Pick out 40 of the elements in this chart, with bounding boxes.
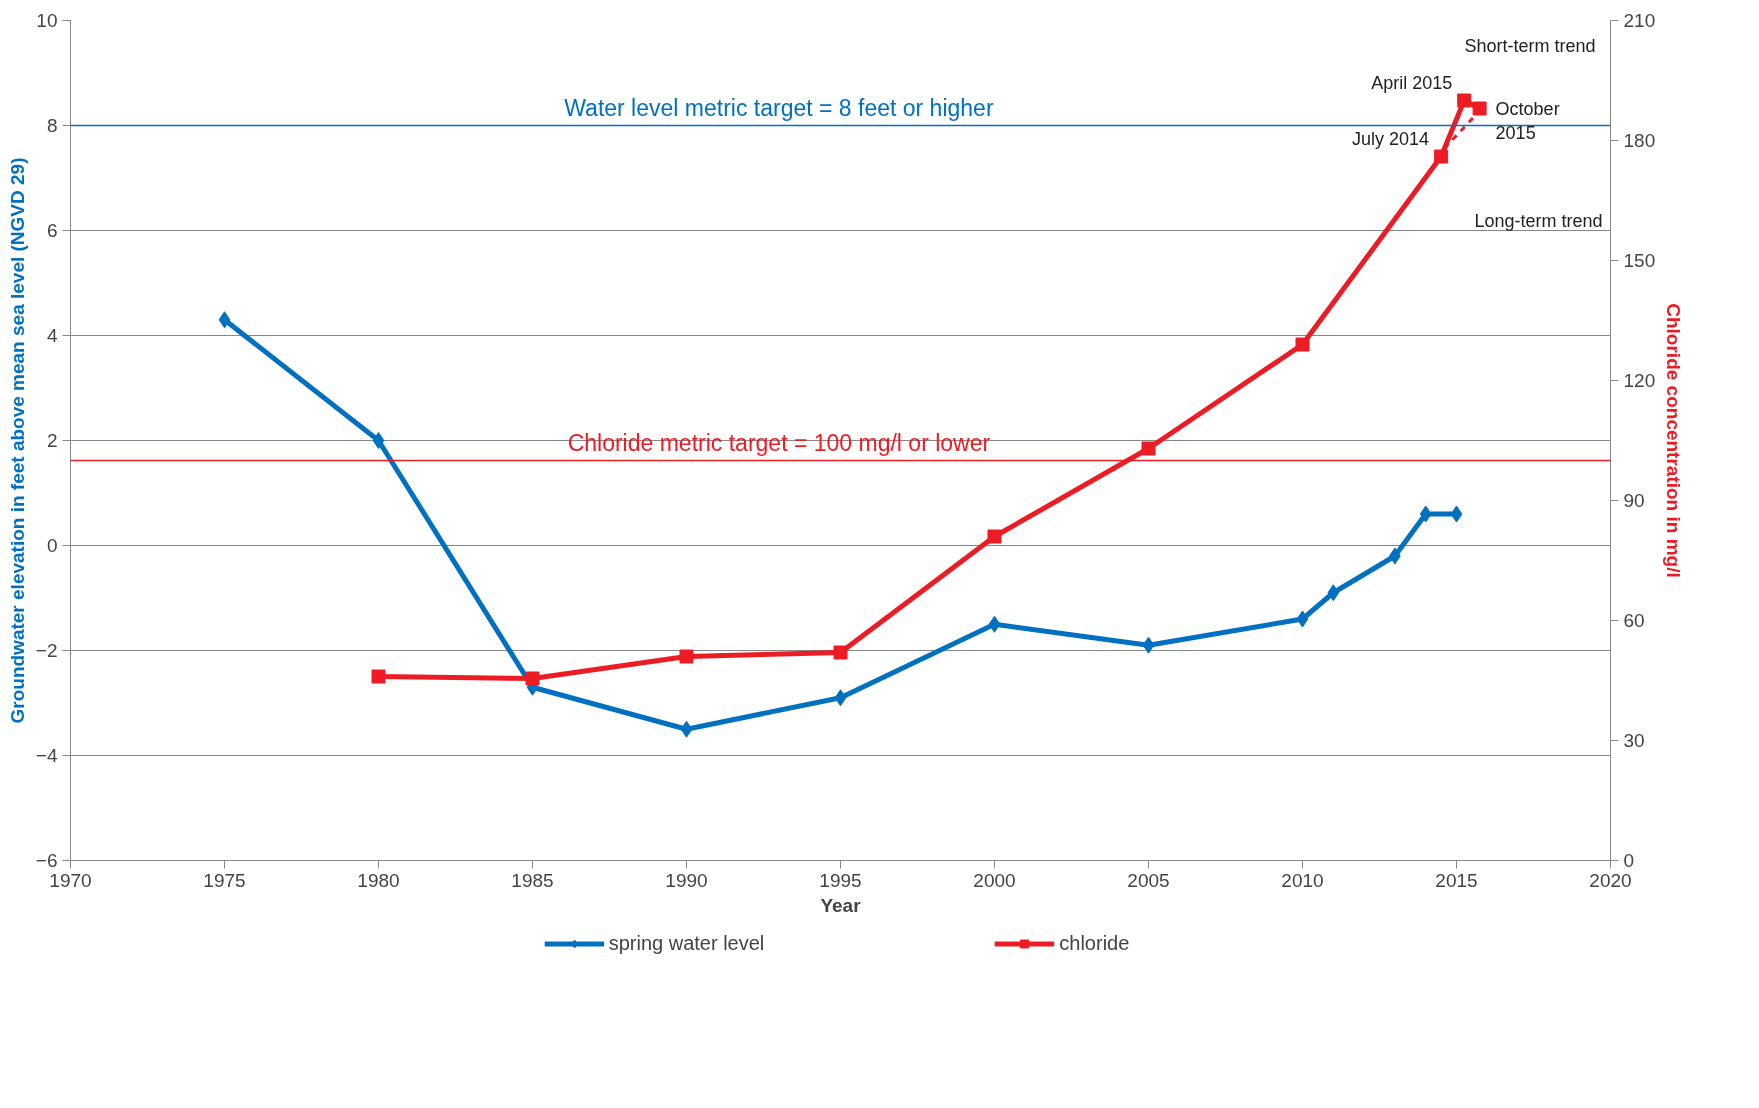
legend-label: chloride xyxy=(1059,931,1130,955)
ref-line-label: Water level metric target = 8 feet or higher xyxy=(564,94,994,121)
y-tick-label: −6 xyxy=(35,850,58,871)
y2-tick-label: 210 xyxy=(1623,10,1656,31)
y-tick-label: 0 xyxy=(46,535,58,556)
y-tick-label: 8 xyxy=(46,115,58,136)
y2-axis-title: Chloride concentration in mg/l xyxy=(1663,303,1685,578)
data-label: April 2015 xyxy=(1371,72,1453,93)
y-tick-label: −2 xyxy=(35,640,58,661)
x-tick-label: 1995 xyxy=(819,869,862,891)
y2-tick-label: 60 xyxy=(1623,610,1645,631)
y2-tick-label: 120 xyxy=(1623,370,1656,391)
x-tick-label: 1970 xyxy=(49,869,92,891)
y-tick-label: 6 xyxy=(46,220,58,241)
x-tick-label: 2005 xyxy=(1127,869,1170,891)
y-tick-label: 4 xyxy=(46,325,58,346)
y-tick-label: 2 xyxy=(46,430,58,451)
y2-tick-label: 150 xyxy=(1623,250,1656,271)
x-tick-label: 1985 xyxy=(511,869,554,891)
x-tick-label: 2020 xyxy=(1589,869,1632,891)
annotation: Short-term trend xyxy=(1464,35,1596,56)
y2-tick-label: 30 xyxy=(1623,730,1645,751)
x-tick-label: 2015 xyxy=(1435,869,1478,891)
data-label: October 2015 xyxy=(1495,98,1560,143)
y2-tick-label: 0 xyxy=(1623,850,1635,871)
data-label: July 2014 xyxy=(1352,128,1430,149)
x-tick-label: 1975 xyxy=(203,869,246,891)
ref-line-label: Chloride metric target = 100 mg/l or lower xyxy=(567,429,991,456)
y-tick-label: 10 xyxy=(36,10,58,31)
x-tick-label: 2000 xyxy=(973,869,1016,891)
legend-label: spring water level xyxy=(608,931,765,955)
x-tick-label: 1990 xyxy=(665,869,708,891)
annotation: Long-term trend xyxy=(1474,210,1603,231)
x-axis-title: Year xyxy=(820,894,862,916)
y2-tick-label: 180 xyxy=(1623,130,1656,151)
x-tick-label: 2010 xyxy=(1281,869,1324,891)
y2-tick-label: 90 xyxy=(1623,490,1645,511)
y-axis-title: Groundwater elevation in feet above mean sea level (NGVD 29) xyxy=(6,157,28,724)
y-tick-label: −4 xyxy=(35,745,58,766)
x-tick-label: 1980 xyxy=(357,869,400,891)
